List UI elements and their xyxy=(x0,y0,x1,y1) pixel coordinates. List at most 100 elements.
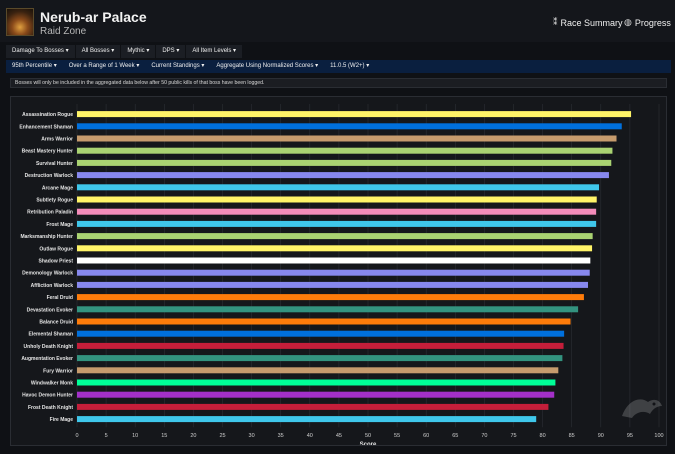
bar[interactable] xyxy=(77,269,590,276)
x-tick-label: 90 xyxy=(598,433,604,439)
filters_row1-label-2: Mythic xyxy=(127,48,145,54)
category-label: Subtlety Rogue xyxy=(36,198,73,204)
bar[interactable] xyxy=(77,172,609,179)
chevron-down-icon: ▾ xyxy=(313,63,319,69)
bar[interactable] xyxy=(77,294,584,301)
bar[interactable] xyxy=(77,391,555,398)
race-summary-icon: ⁑ xyxy=(553,17,558,27)
category-label: Assassination Rogue xyxy=(22,112,73,118)
x-tick-label: 0 xyxy=(75,433,78,439)
x-tick-label: 25 xyxy=(219,433,225,439)
bar[interactable] xyxy=(77,281,588,288)
category-label: Windwalker Monk xyxy=(31,381,73,387)
bar[interactable] xyxy=(77,159,612,166)
filters_row1-dropdown-3[interactable]: DPS ▾ xyxy=(156,45,186,58)
x-tick-label: 100 xyxy=(654,433,663,439)
bar[interactable] xyxy=(77,135,617,142)
x-tick-label: 40 xyxy=(307,433,313,439)
filters_row2-dropdown-2[interactable]: Current Standings ▾ xyxy=(145,60,210,73)
globe-icon: ◍ xyxy=(624,17,632,27)
filters_row2-label-3: Aggregate Using Normalized Scores xyxy=(216,63,314,69)
zone-header: Nerub-ar Palace Raid Zone ⁑ Race Summary… xyxy=(0,0,675,42)
category-label: Affliction Warlock xyxy=(31,283,74,289)
filters_row1-dropdown-1[interactable]: All Bosses ▾ xyxy=(75,45,121,58)
bar[interactable] xyxy=(77,306,579,313)
bar[interactable] xyxy=(77,147,613,154)
bar[interactable] xyxy=(77,233,593,240)
bar[interactable] xyxy=(77,367,559,374)
race-summary-link[interactable]: ⁑ Race Summary xyxy=(553,17,623,28)
category-label: Demonology Warlock xyxy=(22,271,73,277)
bar[interactable] xyxy=(77,318,571,325)
filters_row2-dropdown-3[interactable]: Aggregate Using Normalized Scores ▾ xyxy=(210,60,324,73)
x-tick-label: 5 xyxy=(105,433,108,439)
chevron-down-icon: ▾ xyxy=(134,63,140,69)
bar[interactable] xyxy=(77,342,564,349)
filters_row2-dropdown-1[interactable]: Over a Range of 1 Week ▾ xyxy=(63,60,146,73)
bar[interactable] xyxy=(77,403,549,410)
bar[interactable] xyxy=(77,330,565,337)
x-tick-label: 60 xyxy=(423,433,429,439)
filters_row1-label-4: All Item Levels xyxy=(192,48,232,54)
category-label: Devastation Evoker xyxy=(27,307,73,313)
category-label: Arms Warrior xyxy=(41,137,73,143)
filters_row2-dropdown-4[interactable]: 11.0.5 (W2+) ▾ xyxy=(324,60,375,73)
x-tick-label: 95 xyxy=(627,433,633,439)
category-label: Enhancement Shaman xyxy=(19,124,73,130)
x-tick-label: 20 xyxy=(190,433,196,439)
category-label: Frost Death Knight xyxy=(28,405,73,411)
category-label: Survival Hunter xyxy=(36,161,73,167)
bar[interactable] xyxy=(77,184,600,191)
category-label: Frost Mage xyxy=(46,222,73,228)
chevron-down-icon: ▾ xyxy=(231,48,237,54)
chevron-down-icon: ▾ xyxy=(144,48,150,54)
bar[interactable] xyxy=(77,355,563,362)
filters_row2-label-2: Current Standings xyxy=(151,63,200,69)
chart-panel: 0 5 10 15 20 25 30 35 40 45 50 55 60 65 70 75 80 85 90 95 10… xyxy=(10,96,667,448)
bar[interactable] xyxy=(77,245,593,252)
x-tick-label: 15 xyxy=(161,433,167,439)
progress-label: Progress xyxy=(634,17,671,28)
filters_row1-dropdown-2[interactable]: Mythic ▾ xyxy=(121,45,156,58)
category-label: Unholy Death Knight xyxy=(24,344,74,350)
category-label: Fire Mage xyxy=(50,417,74,423)
race-summary-label: Race Summary xyxy=(560,17,623,28)
progress-link[interactable]: ◍ Progress xyxy=(624,17,671,28)
filters_row1-label-1: All Bosses xyxy=(81,48,110,54)
filters_row2-dropdown-0[interactable]: 95th Percentile ▾ xyxy=(6,60,63,73)
category-label: Elemental Shaman xyxy=(29,332,73,338)
x-tick-label: 10 xyxy=(132,433,138,439)
category-label: Feral Druid xyxy=(47,295,73,301)
bar[interactable] xyxy=(77,220,597,227)
chevron-down-icon: ▾ xyxy=(364,63,370,69)
x-tick-label: 35 xyxy=(278,433,284,439)
bar[interactable] xyxy=(77,416,537,423)
x-tick-label: 85 xyxy=(569,433,575,439)
chevron-down-icon: ▾ xyxy=(174,48,180,54)
zone-icon xyxy=(6,8,34,36)
category-label: Havoc Demon Hunter xyxy=(22,393,73,399)
category-label: Retribution Paladin xyxy=(27,210,73,216)
category-label: Balance Druid xyxy=(39,320,73,326)
x-tick-label: 65 xyxy=(452,433,458,439)
bar[interactable] xyxy=(77,196,597,203)
filters_row1-label-3: DPS xyxy=(162,48,175,54)
bar[interactable] xyxy=(77,257,591,264)
bar[interactable] xyxy=(77,111,632,118)
category-label: Beast Mastery Hunter xyxy=(22,149,73,155)
bar[interactable] xyxy=(77,208,597,215)
filters_row1-dropdown-0[interactable]: Damage To Bosses ▾ xyxy=(6,45,75,58)
x-tick-label: 50 xyxy=(365,433,371,439)
filter-bar-secondary: 95th Percentile ▾ Over a Range of 1 Week … xyxy=(6,60,671,73)
x-tick-label: 80 xyxy=(540,433,546,439)
chevron-down-icon: ▾ xyxy=(63,48,69,54)
bar[interactable] xyxy=(77,123,622,130)
page-title: Nerub-ar Palace xyxy=(40,9,147,25)
category-label: Augmentation Evoker xyxy=(21,356,73,362)
x-tick-label: 75 xyxy=(510,433,516,439)
filter-bar-primary: Damage To Bosses ▾ All Bosses ▾ Mythic ▾ DP… xyxy=(6,45,243,58)
bar[interactable] xyxy=(77,379,556,386)
category-label: Marksmanship Hunter xyxy=(20,234,73,240)
filters_row1-dropdown-4[interactable]: All Item Levels ▾ xyxy=(186,45,243,58)
chevron-down-icon: ▾ xyxy=(52,63,57,69)
